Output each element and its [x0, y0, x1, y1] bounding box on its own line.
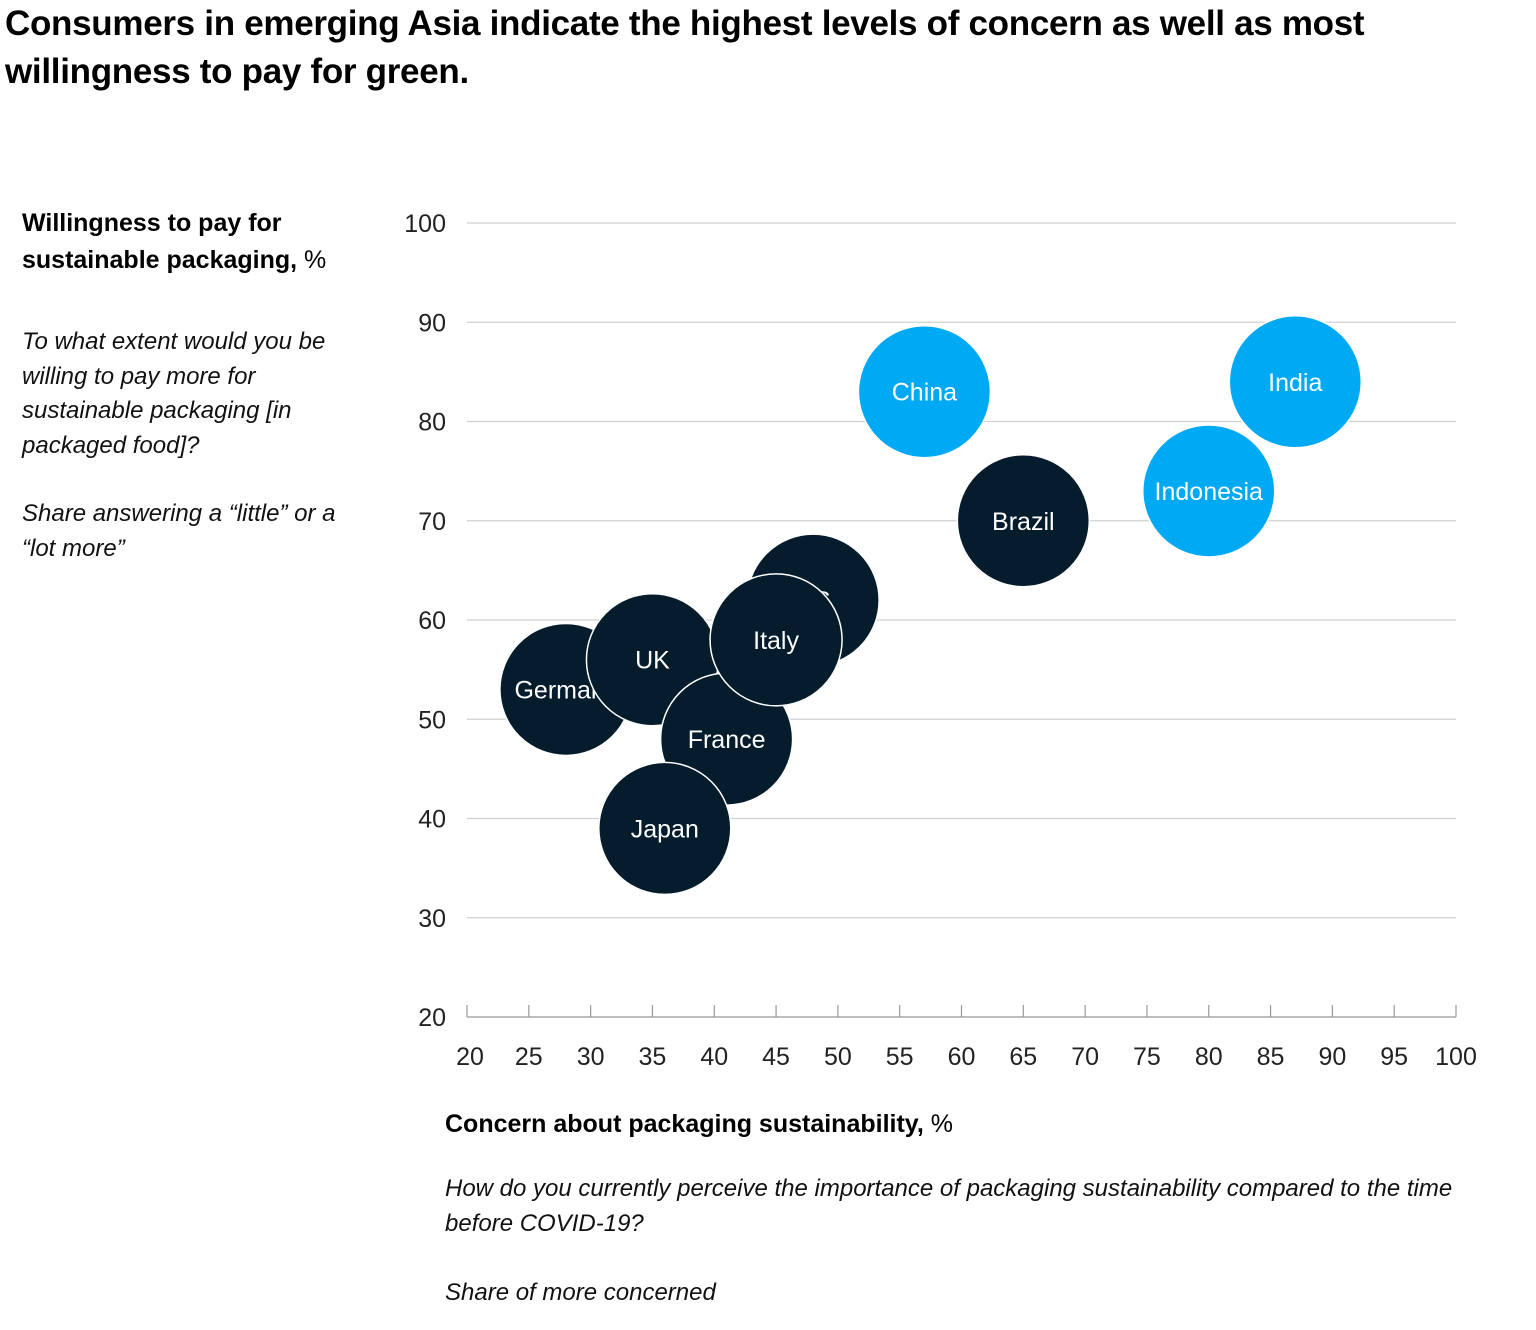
x-tick-label-45: 45	[762, 1043, 790, 1071]
x-tick-label-55: 55	[886, 1043, 914, 1071]
bubble-label-indonesia: Indonesia	[1155, 478, 1264, 506]
x-axis-unit: %	[930, 1110, 953, 1138]
x-tick-label-65: 65	[1009, 1043, 1037, 1071]
bubble-label-france: France	[688, 726, 766, 754]
y-axis-unit: %	[304, 246, 327, 274]
y-tick-label-70: 70	[418, 508, 446, 536]
x-tick-label-40: 40	[700, 1043, 728, 1071]
x-axis-share-note: Share of more concerned	[445, 1279, 716, 1306]
bubble-china	[857, 324, 992, 459]
x-tick-label-25: 25	[515, 1043, 543, 1071]
y-tick-label-80: 80	[418, 409, 446, 437]
x-axis-label: Concern about packaging sustainability, …	[445, 1106, 1495, 1143]
y-tick-label-100: 100	[404, 210, 446, 238]
x-tick-label-75: 75	[1133, 1043, 1161, 1071]
bubble-label-italy: Italy	[753, 627, 799, 655]
x-tick-label-35: 35	[639, 1043, 667, 1071]
y-tick-label-20: 20	[418, 1004, 446, 1032]
scatter-chart: 20 30 40 50 60 70 80 90 100 20 25 30 35 40 45 50 55 60 65 7…	[404, 210, 1477, 1071]
y-axis-label: Willingness to pay for sustainable packa…	[22, 205, 382, 279]
x-axis-label-text: Concern about packaging sustainability,	[445, 1110, 924, 1138]
bubble-india	[1228, 315, 1363, 449]
x-tick-label-80: 80	[1195, 1043, 1223, 1071]
x-tick-label-60: 60	[948, 1043, 976, 1071]
y-tick-label-30: 30	[418, 905, 446, 933]
x-tick-label-70: 70	[1071, 1043, 1099, 1071]
bubble-label-india: India	[1268, 369, 1322, 397]
y-axis-share-note: Share answering a “little” or a “lot mor…	[22, 500, 336, 562]
y-tick-label-40: 40	[418, 806, 446, 834]
bubble-italy	[709, 573, 843, 707]
bubble-label-japan: Japan	[631, 815, 699, 843]
x-axis-question: How do you currently perceive the import…	[445, 1175, 1453, 1237]
y-tick-label-50: 50	[418, 706, 446, 734]
x-tick-label-95: 95	[1380, 1043, 1408, 1071]
bubble-label-uk: UK	[635, 647, 670, 675]
x-tick-label-30: 30	[577, 1043, 605, 1071]
x-tick-label-90: 90	[1318, 1043, 1346, 1071]
y-tick-label-60: 60	[418, 607, 446, 635]
y-tick-label-90: 90	[418, 309, 446, 337]
x-tick-label-50: 50	[824, 1043, 852, 1071]
bubble-indonesia	[1142, 424, 1276, 558]
bubble-label-brazil: Brazil	[992, 508, 1055, 536]
bubble-japan	[598, 761, 732, 896]
y-axis-question: To what extent would you be willing to p…	[22, 328, 326, 459]
y-axis-label-text: Willingness to pay for sustainable packa…	[22, 209, 298, 274]
chart-title: Consumers in emerging Asia indicate the …	[5, 4, 1365, 91]
bubble-brazil	[956, 454, 1091, 588]
x-tick-label-85: 85	[1257, 1043, 1285, 1071]
bubble-label-china: China	[892, 379, 957, 407]
x-tick-label-100: 100	[1435, 1043, 1477, 1071]
x-tick-label-20: 20	[456, 1043, 484, 1071]
